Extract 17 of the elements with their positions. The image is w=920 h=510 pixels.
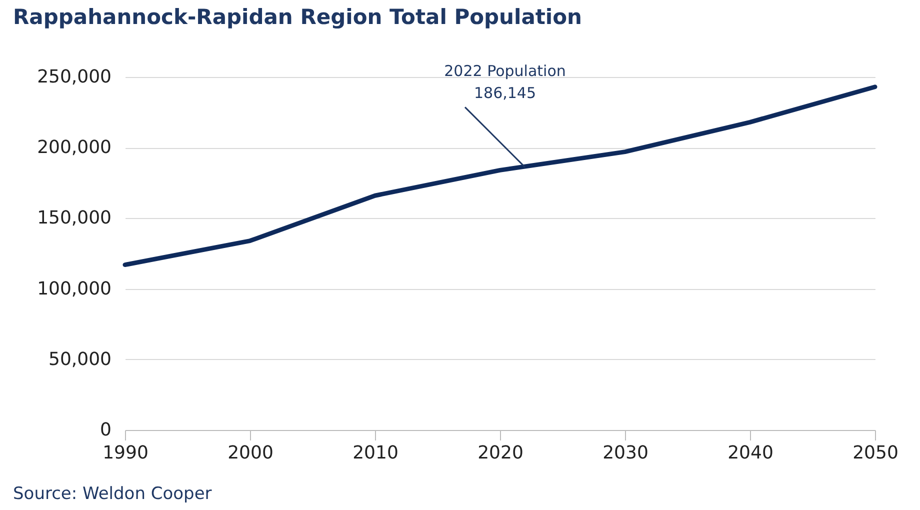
y-tick-label: 150,000 (37, 208, 112, 229)
x-tick-label: 2030 (602, 442, 648, 464)
source-note: Source: Weldon Cooper (13, 484, 212, 504)
x-tick-label: 2020 (478, 442, 524, 464)
y-tick-label: 100,000 (37, 278, 112, 300)
chart-title: Rappahannock-Rapidan Region Total Population (13, 5, 582, 30)
annotation: 2022 Population 186,145 (444, 62, 566, 102)
y-tick-label: 50,000 (48, 348, 112, 370)
x-tick-label: 1990 (102, 442, 148, 464)
y-tick-label: 250,000 (37, 66, 112, 88)
y-tick-label: 0 (100, 420, 112, 440)
line-series (122, 84, 878, 268)
x-tick-label: 2010 (352, 442, 398, 464)
x-tick-label: 2040 (728, 442, 774, 464)
x-tick-label: 2000 (228, 442, 274, 464)
y-tick-label: 200,000 (37, 137, 112, 158)
x-tick-label: 2050 (852, 442, 898, 464)
